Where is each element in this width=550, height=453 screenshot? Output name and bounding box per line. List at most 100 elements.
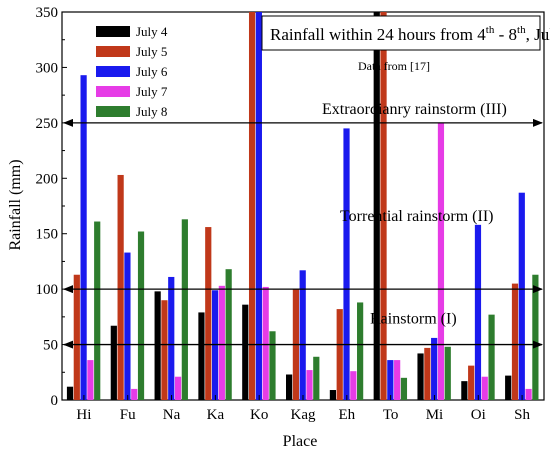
title-mid: - 8 [494, 25, 517, 44]
bar-to-july-5 [380, 12, 387, 400]
bar-kag-july-4 [286, 374, 293, 400]
legend-swatch-july-7 [96, 86, 130, 97]
bar-eh-july-7 [350, 371, 357, 400]
x-tick-label-ko: Ko [250, 407, 268, 423]
bar-ko-july-6 [255, 12, 262, 400]
bar-fu-july-5 [117, 174, 124, 400]
bar-na-july-8 [181, 219, 188, 400]
x-tick-label-hi: Hi [76, 407, 91, 423]
bar-sh-july-5 [511, 283, 519, 400]
bar-hi-july-4 [66, 386, 74, 400]
y-tick-label-350: 350 [36, 5, 59, 21]
bar-fu-july-7 [131, 388, 138, 400]
y-axis: 0 50 100 150 200 250 300 350 [36, 5, 67, 409]
bar-eh-july-5 [336, 309, 343, 400]
x-tick-label-ka: Ka [207, 407, 225, 423]
legend-label-july-4: July 4 [136, 24, 168, 39]
bar-to-july-7 [394, 360, 401, 400]
legend: July 4 July 5 July 6 July 7 July 8 [96, 24, 168, 119]
y-tick-label-150: 150 [36, 227, 59, 243]
bar-oi-july-7 [481, 376, 488, 400]
bar-mi-july-5 [424, 347, 431, 400]
bar-fu-july-4 [110, 325, 117, 400]
legend-label-july-6: July 6 [136, 64, 168, 79]
bar-ka-july-7 [218, 285, 225, 400]
legend-swatch-july-8 [96, 106, 130, 117]
bar-oi-july-5 [468, 365, 475, 400]
bar-ka-july-5 [205, 227, 212, 400]
x-tick-label-oi: Oi [471, 407, 486, 423]
bar-sh-july-4 [505, 375, 512, 400]
bar-ka-july-8 [225, 269, 232, 400]
bar-eh-july-4 [329, 390, 337, 400]
bar-sh-july-6 [518, 192, 525, 400]
reference-label-250: Extraordianry rainstorm (III) [322, 101, 507, 118]
bar-ko-july-5 [248, 12, 256, 400]
bar-na-july-4 [154, 291, 161, 400]
legend-swatch-july-5 [96, 46, 130, 57]
bar-mi-july-7 [437, 122, 445, 401]
bar-to-july-6 [387, 360, 394, 400]
source-note: Data from [17] [358, 59, 430, 73]
bar-hi-july-7 [87, 360, 94, 400]
bar-hi-july-5 [73, 274, 80, 400]
x-tick-label-na: Na [163, 407, 181, 423]
title-sup1: th [486, 24, 495, 36]
title-main: Rainfall within 24 hours from 4 [270, 25, 486, 44]
bar-mi-july-8 [444, 346, 451, 400]
bar-mi-july-6 [431, 337, 438, 400]
bar-oi-july-8 [488, 314, 495, 400]
y-tick-label-100: 100 [36, 282, 59, 298]
bar-ko-july-7 [262, 286, 269, 400]
bar-fu-july-8 [137, 231, 145, 400]
x-tick-label-kag: Kag [291, 407, 316, 423]
bar-ko-july-8 [269, 331, 276, 400]
bar-na-july-6 [168, 276, 175, 400]
x-tick-label-to: To [383, 407, 399, 423]
x-axis: Hi Fu Na Ka Ko Kag Eh To Mi Oi Sh [76, 395, 531, 423]
x-tick-label-eh: Eh [338, 407, 355, 423]
bar-sh-july-8 [532, 274, 539, 400]
y-tick-label-50: 50 [43, 338, 58, 354]
bar-to-july-4 [373, 12, 380, 400]
bar-mi-july-4 [417, 353, 424, 400]
y-axis-label: Rainfall (mm) [7, 159, 24, 250]
chart-title: Rainfall within 24 hours from 4th - 8th,… [270, 24, 550, 44]
x-axis-label: Place [283, 433, 318, 450]
y-tick-label-0: 0 [51, 393, 59, 409]
reference-lines-layer: Extraordianry rainstorm (III) Torrential … [63, 101, 543, 349]
bar-kag-july-8 [313, 356, 320, 400]
bar-ko-july-4 [242, 304, 249, 400]
legend-label-july-5: July 5 [136, 44, 167, 59]
bar-na-july-7 [174, 376, 182, 400]
y-tick-label-250: 250 [36, 116, 59, 132]
bar-to-july-8 [400, 377, 408, 400]
bar-sh-july-7 [525, 388, 532, 400]
y-tick-label-200: 200 [36, 171, 59, 187]
x-tick-label-mi: Mi [426, 407, 444, 423]
bar-oi-july-6 [474, 224, 482, 400]
bar-hi-july-6 [80, 75, 87, 400]
bar-hi-july-8 [94, 221, 101, 400]
reference-label-50: Rainstorm (I) [370, 311, 457, 328]
bar-kag-july-6 [299, 270, 306, 400]
bar-na-july-5 [161, 300, 168, 400]
x-tick-label-sh: Sh [514, 407, 530, 423]
bar-oi-july-4 [461, 381, 468, 400]
legend-label-july-7: July 7 [136, 84, 168, 99]
x-tick-label-fu: Fu [120, 407, 136, 423]
bar-ka-july-4 [198, 312, 205, 400]
bar-fu-july-6 [124, 252, 131, 400]
title-sup2: th [517, 24, 526, 36]
bar-eh-july-8 [357, 302, 364, 400]
reference-label-100: Torrential rainstorm (II) [340, 208, 493, 225]
legend-label-july-8: July 8 [136, 104, 167, 119]
bar-kag-july-7 [306, 370, 313, 400]
legend-swatch-july-4 [96, 26, 130, 37]
bar-eh-july-6 [343, 128, 350, 400]
legend-swatch-july-6 [96, 66, 130, 77]
title-box [261, 15, 541, 51]
title-end: , July [526, 25, 550, 44]
y-tick-label-300: 300 [36, 60, 59, 76]
